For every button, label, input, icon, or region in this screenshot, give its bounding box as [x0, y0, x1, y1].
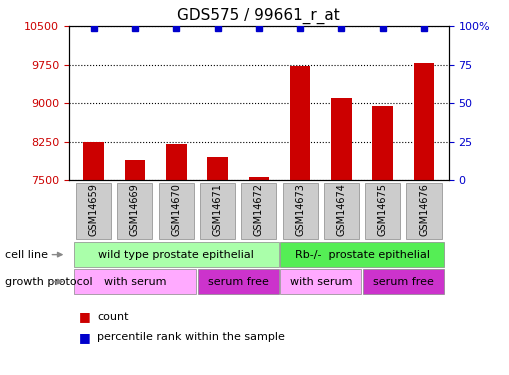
Text: count: count [97, 312, 128, 322]
Bar [165, 144, 186, 375]
Text: GSM14676: GSM14676 [418, 183, 428, 236]
Text: ■: ■ [79, 331, 91, 344]
Text: GSM14669: GSM14669 [130, 183, 139, 236]
Bar [124, 159, 145, 375]
Bar [413, 63, 434, 375]
Text: serum free: serum free [207, 277, 268, 286]
Text: GSM14671: GSM14671 [212, 183, 222, 236]
Bar [280, 242, 443, 267]
Text: with serum: with serum [103, 277, 166, 286]
Bar [406, 183, 441, 239]
Bar [83, 142, 104, 375]
Bar [200, 183, 235, 239]
Text: GSM14673: GSM14673 [295, 183, 304, 236]
Text: cell line: cell line [5, 250, 48, 259]
Bar [323, 183, 358, 239]
Text: growth protocol: growth protocol [5, 277, 93, 286]
Text: with serum: with serum [289, 277, 351, 286]
Bar [372, 106, 392, 375]
Bar [282, 183, 317, 239]
Text: GSM14675: GSM14675 [377, 183, 387, 236]
Bar [74, 269, 195, 294]
Bar [248, 177, 269, 375]
Text: GSM14674: GSM14674 [336, 183, 346, 236]
Text: GSM14659: GSM14659 [89, 183, 98, 236]
Text: Rb-/-  prostate epithelial: Rb-/- prostate epithelial [294, 250, 429, 259]
Bar [289, 66, 310, 375]
Bar [241, 183, 276, 239]
Bar [74, 242, 278, 267]
Bar [362, 269, 443, 294]
Bar [207, 157, 228, 375]
Bar [280, 269, 360, 294]
Text: GSM14670: GSM14670 [171, 183, 181, 236]
Bar [197, 269, 278, 294]
Bar [364, 183, 400, 239]
Text: GSM14672: GSM14672 [253, 183, 263, 236]
Bar [330, 98, 351, 375]
Text: ■: ■ [79, 310, 91, 323]
Bar [76, 183, 111, 239]
Bar [158, 183, 193, 239]
Text: wild type prostate epithelial: wild type prostate epithelial [98, 250, 253, 259]
Text: percentile rank within the sample: percentile rank within the sample [97, 333, 284, 342]
Title: GDS575 / 99661_r_at: GDS575 / 99661_r_at [177, 7, 340, 24]
Bar [117, 183, 152, 239]
Text: serum free: serum free [372, 277, 433, 286]
